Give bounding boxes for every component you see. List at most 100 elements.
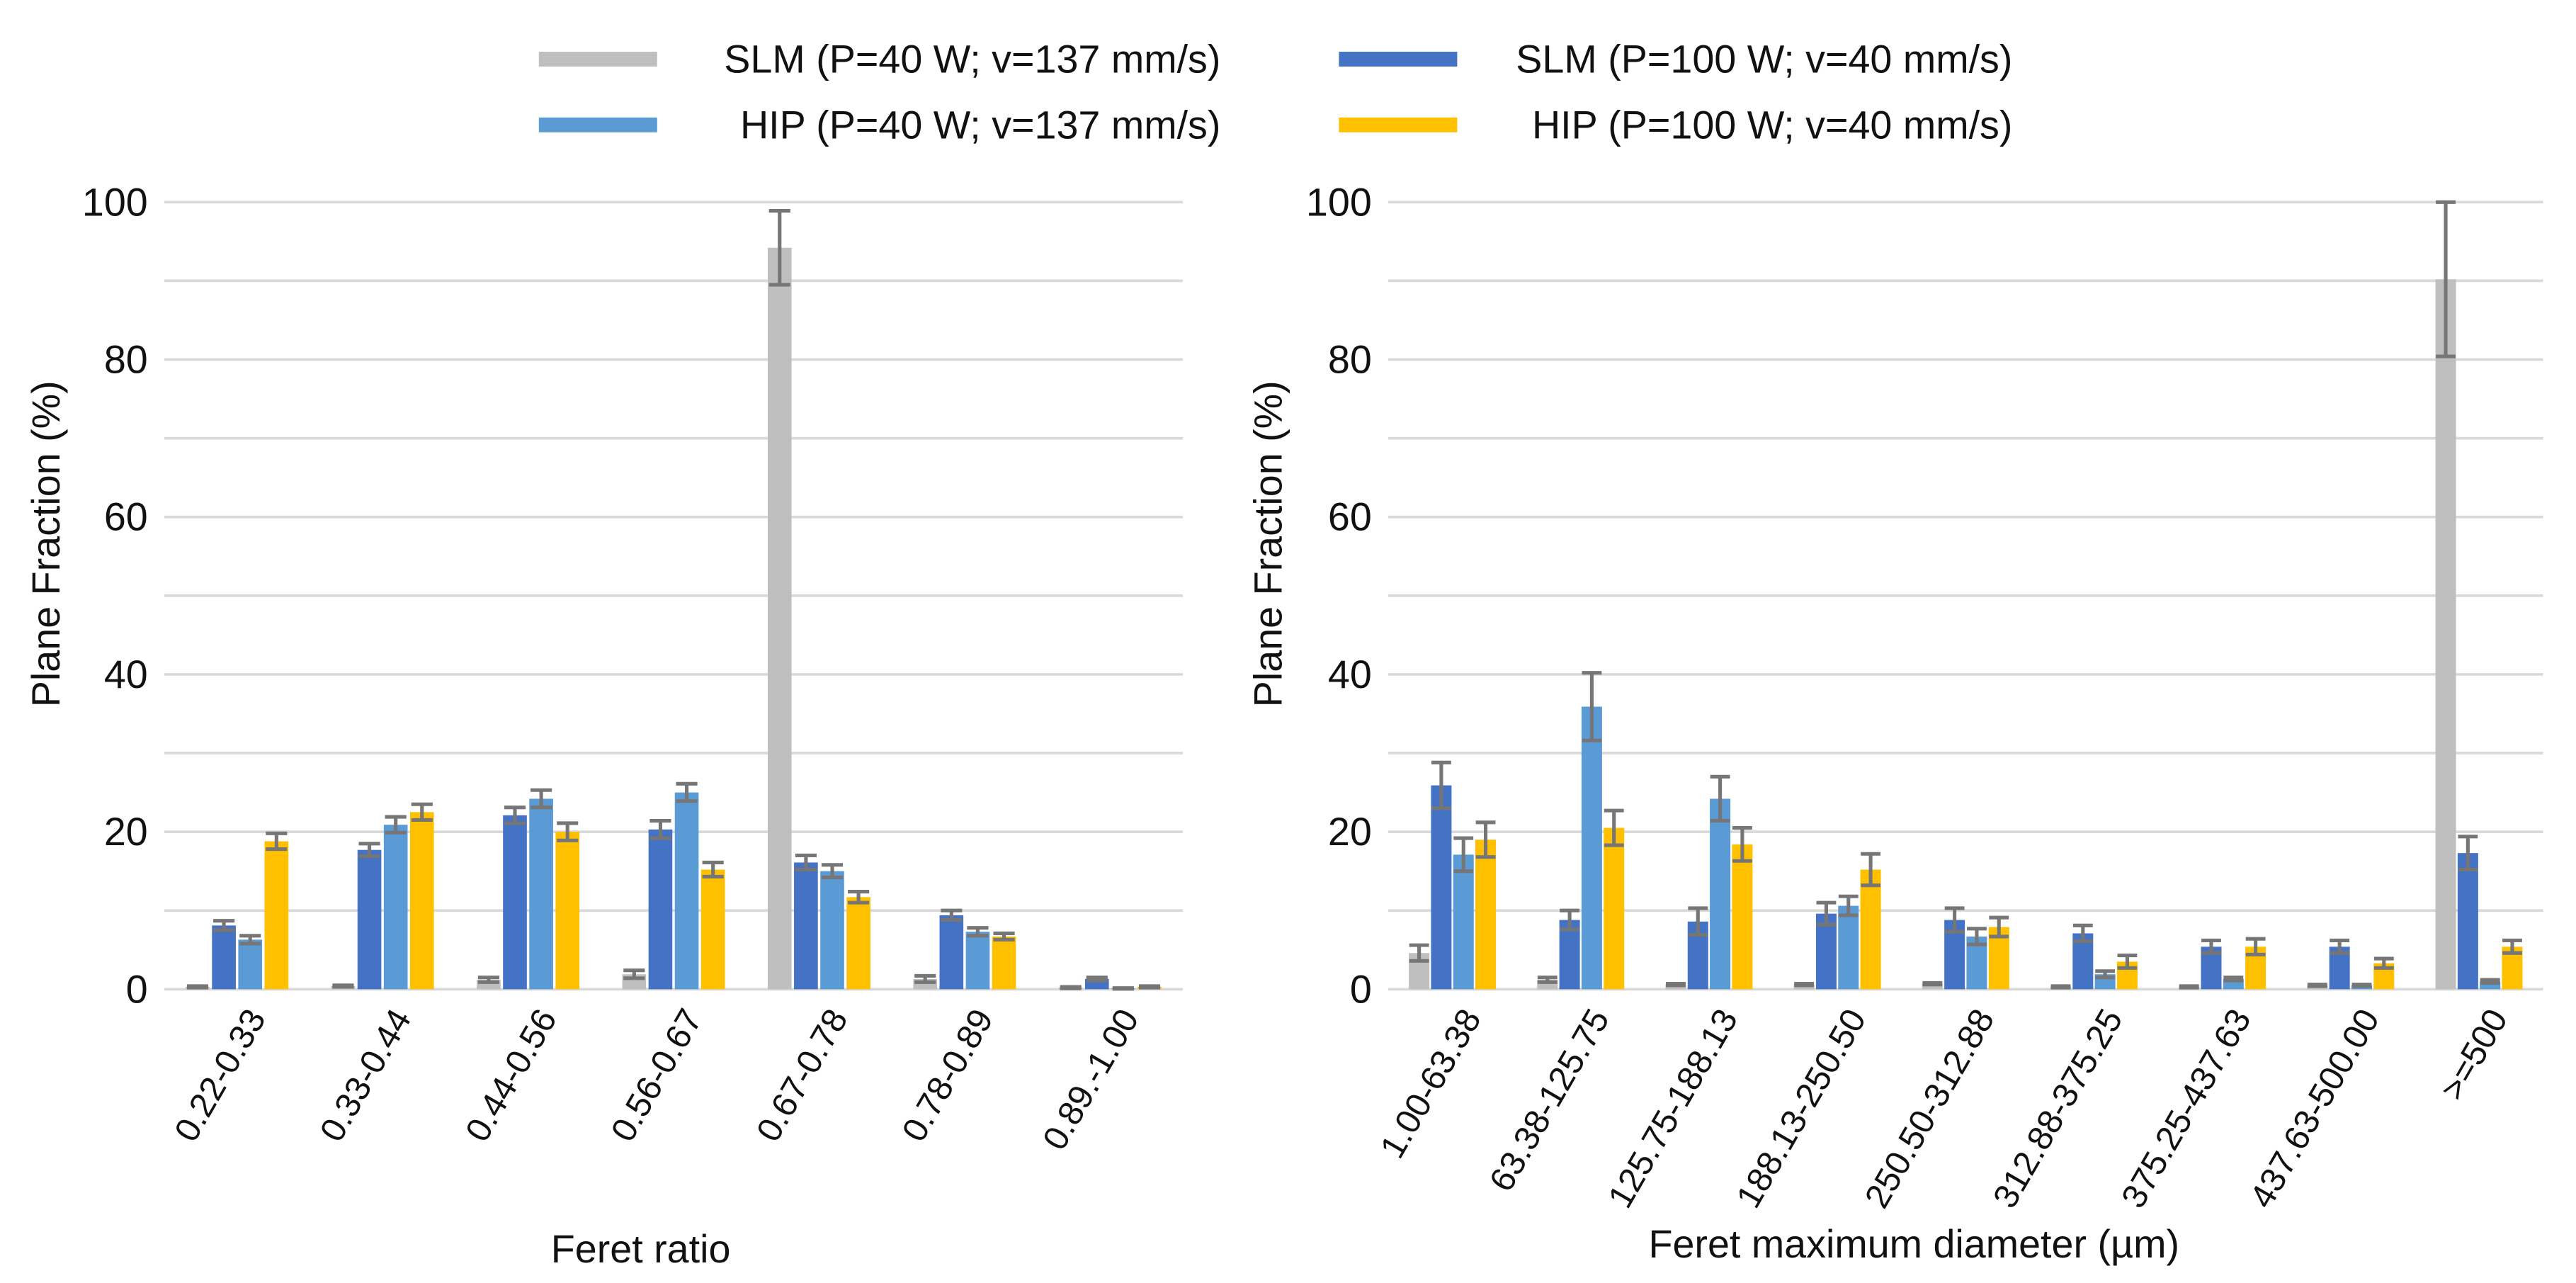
legend-item-hip-100w: HIP (P=100 W; v=40 mm/s) bbox=[1339, 103, 2012, 147]
error-bar bbox=[1732, 826, 1752, 863]
legend-label: SLM (P=40 W; v=137 mm/s) bbox=[724, 38, 1220, 81]
y-tick-label: 20 bbox=[104, 810, 148, 854]
bar bbox=[212, 925, 236, 990]
bar bbox=[503, 815, 527, 990]
error-bar bbox=[1816, 900, 1837, 927]
error-bar bbox=[1453, 836, 1474, 874]
legend-item-hip-40w: HIP (P=40 W; v=137 mm/s) bbox=[538, 103, 1220, 147]
error-bar bbox=[1060, 985, 1082, 990]
bar bbox=[409, 812, 434, 990]
error-bar bbox=[2351, 983, 2372, 988]
gridlines bbox=[164, 200, 1184, 991]
x-tick-label: 0.33-0.44 bbox=[313, 1002, 419, 1148]
bar bbox=[939, 915, 964, 990]
error-bar bbox=[332, 983, 354, 989]
x-axis-ticks: 0.22-0.33 0.33-0.44 0.44-0.56 0.56-0.67 0.67… bbox=[167, 1002, 1146, 1156]
error-bar bbox=[1944, 906, 1965, 934]
error-bar bbox=[530, 788, 552, 810]
x-tick-label: >=500 bbox=[2433, 1002, 2515, 1107]
bar bbox=[1710, 798, 1731, 990]
bar bbox=[1581, 706, 1602, 990]
legend-swatch bbox=[1339, 117, 1458, 132]
x-axis-title: Feret maximum diameter (µm) bbox=[1648, 1222, 2179, 1266]
error-bar bbox=[186, 984, 209, 990]
error-bar bbox=[385, 815, 407, 835]
x-tick-label: 0.89.-1.00 bbox=[1035, 1002, 1146, 1156]
error-bar bbox=[1838, 894, 1859, 917]
error-bar bbox=[1604, 808, 1624, 847]
error-bar bbox=[1138, 984, 1161, 990]
bar bbox=[1475, 840, 1497, 990]
y-tick-label: 60 bbox=[1328, 495, 1372, 539]
y-tick-label: 100 bbox=[82, 180, 148, 224]
y-tick-label: 0 bbox=[1350, 967, 1372, 1011]
error-bar bbox=[2223, 976, 2244, 983]
error-bar bbox=[1086, 976, 1108, 983]
panel-right: Plane Fraction (%) Feret maximum diamete… bbox=[1247, 180, 2543, 1266]
error-bar bbox=[2201, 938, 2221, 955]
x-axis-title: Feret ratio bbox=[551, 1227, 731, 1271]
bar bbox=[1860, 869, 1881, 990]
x-tick-label: 0.78-0.89 bbox=[895, 1002, 1001, 1148]
legend-label: SLM (P=100 W; v=40 mm/s) bbox=[1516, 38, 2012, 81]
error-bar bbox=[239, 934, 261, 946]
error-bar bbox=[213, 919, 235, 932]
error-bar bbox=[2373, 956, 2394, 970]
legend-item-slm-100w: SLM (P=100 W; v=40 mm/s) bbox=[1339, 38, 2012, 81]
error-bar bbox=[2095, 969, 2116, 980]
y-axis-ticks: 0 20 40 60 80 100 bbox=[1306, 180, 1372, 1011]
error-bar bbox=[1431, 760, 1451, 810]
error-bar bbox=[2307, 983, 2327, 988]
error-bar bbox=[2179, 984, 2199, 990]
error-bar bbox=[676, 781, 698, 803]
error-bar bbox=[967, 926, 989, 938]
error-bar bbox=[821, 863, 844, 880]
error-bar bbox=[1475, 820, 1496, 859]
y-tick-label: 20 bbox=[1328, 810, 1372, 854]
x-tick-label: 0.22-0.33 bbox=[167, 1002, 273, 1148]
bar bbox=[992, 936, 1016, 990]
bar bbox=[357, 849, 382, 990]
bar bbox=[1838, 905, 1859, 990]
bar bbox=[1453, 854, 1474, 990]
bar bbox=[1732, 844, 1753, 990]
y-axis-ticks: 0 20 40 60 80 100 bbox=[82, 180, 148, 1011]
bar bbox=[383, 825, 408, 990]
legend-item-slm-40w: SLM (P=40 W; v=137 mm/s) bbox=[538, 38, 1220, 81]
y-axis-title: Plane Fraction (%) bbox=[24, 380, 68, 707]
error-bar bbox=[1967, 927, 1987, 946]
bar bbox=[674, 792, 699, 990]
error-bar bbox=[1794, 982, 1815, 988]
bar bbox=[2435, 279, 2456, 990]
error-bar bbox=[1922, 980, 1943, 987]
error-bars bbox=[186, 208, 1161, 991]
x-tick-label: 375.25-437.63 bbox=[2114, 1002, 2259, 1214]
error-bar bbox=[266, 831, 288, 852]
legend: SLM (P=40 W; v=137 mm/s) SLM (P=100 W; v… bbox=[538, 38, 2012, 147]
error-bar bbox=[1710, 774, 1730, 823]
x-tick-label: 437.63-500.00 bbox=[2242, 1002, 2387, 1214]
error-bar bbox=[993, 931, 1015, 942]
bar bbox=[1604, 827, 1625, 990]
bar bbox=[648, 829, 673, 990]
y-tick-label: 40 bbox=[1328, 652, 1372, 696]
error-bar bbox=[2072, 923, 2093, 944]
error-bar bbox=[358, 842, 380, 859]
error-bar bbox=[1409, 943, 1429, 963]
error-bar bbox=[1537, 976, 1557, 984]
error-bar bbox=[2458, 835, 2478, 872]
y-tick-label: 80 bbox=[104, 338, 148, 382]
y-axis-title: Plane Fraction (%) bbox=[1247, 380, 1290, 707]
y-tick-label: 40 bbox=[104, 652, 148, 696]
error-bar bbox=[623, 968, 645, 980]
error-bar bbox=[1112, 986, 1134, 991]
x-tick-label: 125.75-188.13 bbox=[1601, 1002, 1745, 1214]
bar bbox=[1922, 983, 1943, 990]
legend-label: HIP (P=40 W; v=137 mm/s) bbox=[740, 103, 1220, 147]
error-bar bbox=[702, 860, 724, 879]
legend-swatch bbox=[538, 52, 657, 67]
error-bar bbox=[411, 802, 433, 823]
error-bar bbox=[1560, 908, 1580, 932]
error-bar bbox=[2050, 984, 2071, 990]
